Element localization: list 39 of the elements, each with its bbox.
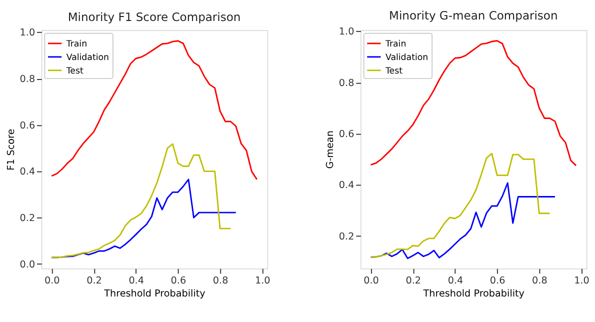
line-series xyxy=(50,40,258,180)
x-tick-label: 0.0 xyxy=(44,275,60,286)
x-tick-label: 0.4 xyxy=(448,275,464,286)
y-tick-label: 0.8 xyxy=(338,78,354,89)
y-tick-label: 0.8 xyxy=(20,74,36,86)
y-tick-label: 0.6 xyxy=(20,120,36,132)
chart-title: Minority G-mean Comparison xyxy=(389,8,558,23)
x-tick-label: 0.6 xyxy=(490,275,506,286)
y-tick-label: 0.4 xyxy=(20,166,36,178)
x-tick-label: 1.0 xyxy=(574,275,590,286)
legend-label: Train xyxy=(65,39,88,50)
legend-label: Test xyxy=(65,66,84,76)
y-tick-label: 0.2 xyxy=(338,231,354,242)
x-axis-title: Threshold Probability xyxy=(422,288,525,300)
y-tick-label: 1.0 xyxy=(20,28,36,39)
x-axis-title: Threshold Probability xyxy=(103,288,206,300)
legend-label: Validation xyxy=(66,52,109,63)
legend-label: Validation xyxy=(385,52,428,63)
y-axis-title: G-mean xyxy=(325,130,336,169)
x-tick-label: 0.8 xyxy=(532,275,548,286)
y-tick-label: 0.6 xyxy=(338,128,354,140)
x-tick-label: 0.0 xyxy=(364,275,379,286)
y-tick-label: 1.0 xyxy=(338,26,354,38)
y-tick-label: 0.4 xyxy=(338,180,354,192)
x-tick-label: 0.2 xyxy=(86,275,102,286)
line-series xyxy=(370,152,550,258)
y-tick-label: 0.2 xyxy=(20,213,36,224)
chart-title: Minority F1 Score Comparison xyxy=(68,10,241,24)
legend-label: Test xyxy=(384,66,404,76)
x-tick-label: 0.2 xyxy=(406,275,422,286)
line-series xyxy=(370,40,577,166)
x-tick-label: 1.0 xyxy=(255,275,270,286)
line-series xyxy=(50,143,232,258)
x-tick-label: 0.6 xyxy=(170,275,186,286)
y-tick-label: 0.0 xyxy=(20,259,36,270)
x-tick-label: 0.4 xyxy=(128,275,144,286)
legend-label: Train xyxy=(384,39,406,50)
x-tick-label: 0.8 xyxy=(212,275,228,286)
y-axis-title: F1 Score xyxy=(6,128,18,170)
